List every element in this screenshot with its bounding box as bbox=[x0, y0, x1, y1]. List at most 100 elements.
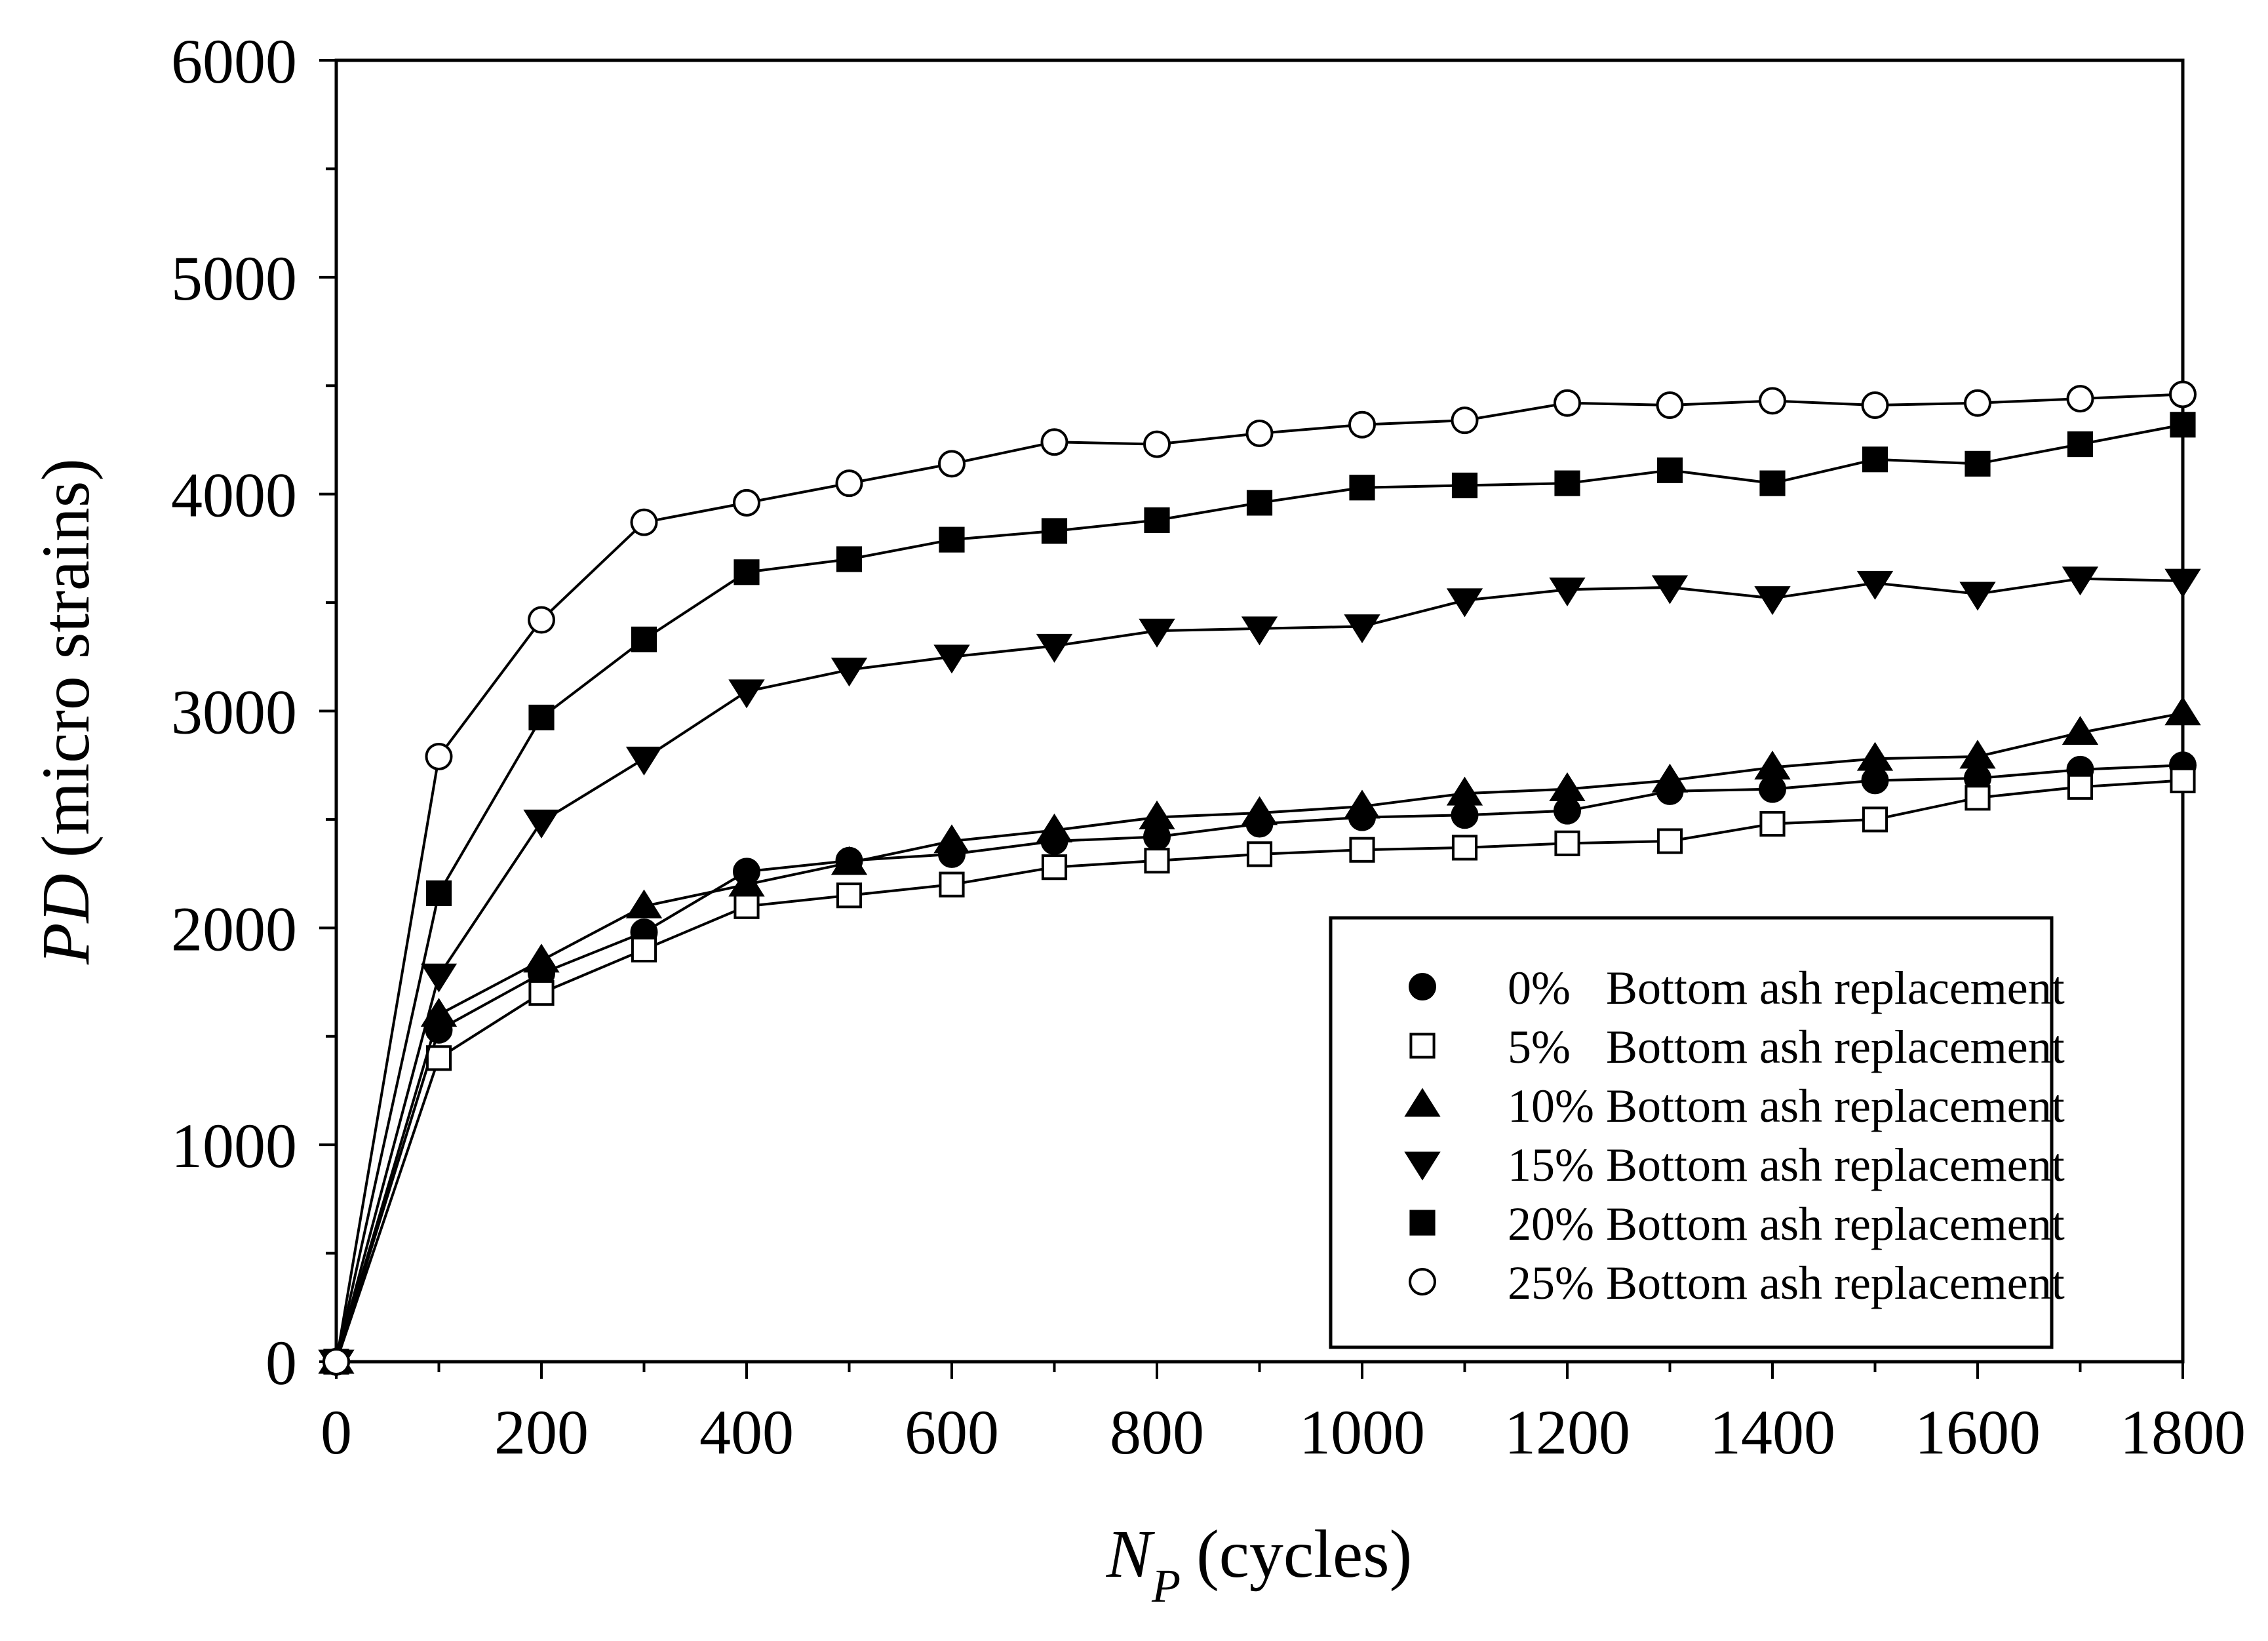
data-point bbox=[625, 746, 663, 776]
data-point bbox=[323, 1348, 350, 1375]
y-tick-label: 1000 bbox=[171, 1111, 297, 1181]
data-point bbox=[728, 679, 765, 709]
data-point bbox=[2062, 715, 2099, 745]
data-point bbox=[420, 998, 458, 1027]
data-point bbox=[1036, 813, 1073, 842]
y-tick-label: 5000 bbox=[171, 243, 297, 313]
data-point bbox=[631, 626, 657, 652]
legend-marker bbox=[1409, 973, 1436, 1000]
legend-label: 15% Bottom ash replacement bbox=[1508, 1139, 2065, 1191]
data-point bbox=[831, 658, 868, 687]
data-point bbox=[2066, 385, 2094, 413]
data-point bbox=[835, 469, 863, 498]
x-axis-unit: (cycles) bbox=[1196, 1516, 1412, 1592]
data-point bbox=[1348, 410, 1376, 439]
data-point bbox=[1862, 446, 1888, 473]
data-point bbox=[933, 824, 970, 854]
legend-label: 25% Bottom ash replacement bbox=[1508, 1257, 2065, 1309]
data-point bbox=[939, 871, 965, 898]
data-point bbox=[523, 809, 560, 839]
data-point bbox=[1451, 472, 1478, 499]
series-3 bbox=[318, 566, 2201, 1379]
data-point bbox=[1856, 570, 1894, 600]
legend-label: 0% Bottom ash replacement bbox=[1508, 962, 2065, 1014]
series-4 bbox=[323, 412, 2196, 1375]
x-axis-title: NP (cycles) bbox=[1106, 1516, 1412, 1612]
data-point bbox=[1451, 835, 1478, 861]
x-tick-label: 1200 bbox=[1504, 1397, 1630, 1467]
legend-box bbox=[1329, 916, 2054, 1349]
legend-label: 10% Bottom ash replacement bbox=[1508, 1080, 2065, 1132]
series-5 bbox=[323, 380, 2197, 1375]
data-point bbox=[420, 963, 458, 993]
data-point bbox=[2169, 380, 2197, 408]
data-point bbox=[425, 742, 453, 770]
data-point bbox=[1759, 775, 1786, 803]
data-point bbox=[1139, 618, 1175, 648]
data-point bbox=[2062, 566, 2099, 596]
data-point bbox=[1554, 797, 1581, 825]
data-point bbox=[733, 488, 760, 517]
data-point bbox=[1754, 750, 1791, 780]
data-point bbox=[2170, 767, 2196, 793]
data-point bbox=[938, 450, 966, 478]
legend-marker bbox=[1409, 1268, 1436, 1295]
data-point bbox=[933, 644, 970, 674]
data-point bbox=[1861, 391, 1889, 420]
data-point bbox=[2170, 412, 2196, 438]
data-point bbox=[1754, 586, 1791, 616]
data-point bbox=[1759, 387, 1786, 415]
data-point bbox=[1554, 830, 1580, 856]
y-tick-label: 4000 bbox=[171, 460, 297, 530]
data-point bbox=[425, 1045, 452, 1071]
y-tick-label: 0 bbox=[265, 1328, 297, 1398]
data-point bbox=[1959, 582, 1996, 611]
data-point bbox=[728, 867, 765, 897]
legend-marker bbox=[1404, 1088, 1441, 1117]
data-point bbox=[1245, 420, 1274, 448]
x-axis-var: N bbox=[1106, 1516, 1156, 1592]
x-tick-label: 600 bbox=[905, 1397, 999, 1467]
data-point bbox=[1651, 575, 1689, 604]
data-point bbox=[1446, 588, 1483, 618]
data-point bbox=[1040, 428, 1068, 456]
data-point bbox=[2067, 774, 2094, 800]
data-point bbox=[836, 882, 863, 909]
data-point bbox=[2067, 431, 2094, 458]
y-axis-title: PD (micro strains) bbox=[28, 458, 104, 965]
data-point bbox=[1143, 430, 1171, 458]
data-point bbox=[528, 704, 555, 730]
data-point bbox=[631, 936, 657, 962]
axis-ticks: 0 200 400 600 800 1000 1200 1400 1600 1800 0 1000 20… bbox=[171, 26, 2246, 1467]
legend: 0% Bottom ash replacement 5% Bottom ash r… bbox=[1329, 916, 2065, 1349]
data-point bbox=[733, 893, 760, 919]
data-point bbox=[939, 526, 965, 553]
data-point bbox=[1451, 406, 1479, 435]
data-point bbox=[1656, 457, 1683, 483]
data-point bbox=[1964, 389, 1991, 417]
data-point bbox=[630, 508, 658, 536]
data-point bbox=[1656, 828, 1683, 854]
x-tick-label: 1000 bbox=[1299, 1397, 1425, 1467]
data-point bbox=[425, 880, 452, 906]
data-point bbox=[2164, 696, 2201, 726]
data-point bbox=[528, 980, 555, 1006]
series-2 bbox=[318, 696, 2201, 1374]
data-point bbox=[1446, 776, 1483, 806]
data-point bbox=[1344, 789, 1380, 819]
data-point bbox=[1349, 837, 1375, 863]
x-axis-subscript: P bbox=[1151, 1560, 1181, 1612]
data-point bbox=[1246, 490, 1273, 516]
data-point bbox=[1759, 470, 1786, 496]
series-group bbox=[318, 380, 2201, 1379]
data-point bbox=[1246, 841, 1273, 867]
data-point bbox=[1759, 810, 1786, 837]
legend-marker bbox=[1404, 1151, 1441, 1181]
data-point bbox=[1965, 450, 1991, 477]
y-axis-unit: (micro strains) bbox=[28, 458, 104, 858]
data-point bbox=[528, 606, 555, 634]
y-tick-label: 2000 bbox=[171, 894, 297, 964]
y-tick-label: 6000 bbox=[171, 26, 297, 96]
x-tick-label: 1400 bbox=[1710, 1397, 1835, 1467]
